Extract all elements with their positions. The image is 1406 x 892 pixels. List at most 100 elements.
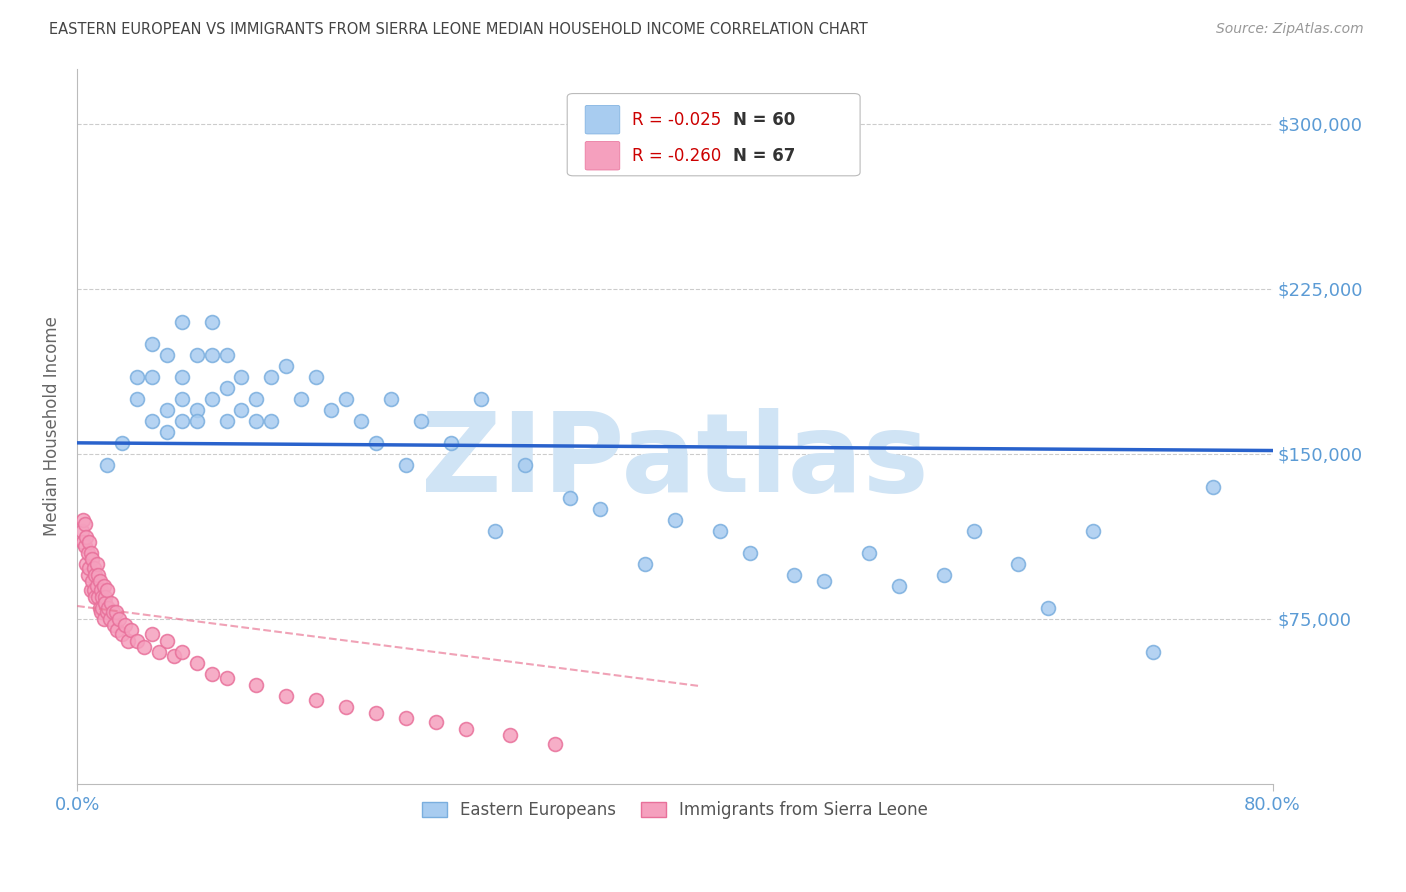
Point	[156, 402, 179, 417]
Point	[72, 513, 94, 527]
Point	[141, 336, 163, 351]
Point	[200, 348, 222, 362]
Point	[305, 693, 328, 707]
Point	[141, 369, 163, 384]
Point	[73, 539, 96, 553]
Point	[93, 612, 115, 626]
Point	[1007, 557, 1029, 571]
Point	[79, 583, 101, 598]
Text: ZIPatlas: ZIPatlas	[420, 409, 929, 516]
Point	[963, 524, 986, 538]
Point	[75, 530, 97, 544]
Point	[813, 574, 835, 589]
Point	[544, 737, 567, 751]
Point	[335, 699, 357, 714]
Point	[215, 348, 238, 362]
Point	[77, 534, 100, 549]
Point	[93, 579, 115, 593]
Point	[231, 369, 253, 384]
Point	[215, 381, 238, 395]
Point	[245, 392, 267, 406]
Point	[395, 458, 418, 472]
Point	[96, 605, 118, 619]
Point	[305, 369, 328, 384]
Point	[738, 546, 761, 560]
Point	[245, 414, 267, 428]
Point	[260, 369, 283, 384]
Point	[290, 392, 312, 406]
Point	[89, 600, 111, 615]
Point	[664, 513, 686, 527]
Point	[245, 678, 267, 692]
Point	[364, 706, 387, 721]
Point	[200, 392, 222, 406]
Point	[98, 612, 121, 626]
Point	[858, 546, 880, 560]
Point	[117, 633, 139, 648]
Point	[141, 414, 163, 428]
Point	[134, 640, 156, 655]
Point	[200, 315, 222, 329]
Point	[709, 524, 731, 538]
Text: EASTERN EUROPEAN VS IMMIGRANTS FROM SIERRA LEONE MEDIAN HOUSEHOLD INCOME CORRELA: EASTERN EUROPEAN VS IMMIGRANTS FROM SIER…	[49, 22, 868, 37]
Point	[80, 574, 103, 589]
Point	[887, 579, 910, 593]
Point	[200, 666, 222, 681]
Point	[100, 596, 122, 610]
Point	[91, 600, 114, 615]
Point	[111, 435, 134, 450]
Point	[120, 623, 142, 637]
Point	[560, 491, 582, 505]
Point	[634, 557, 657, 571]
Point	[107, 623, 129, 637]
Point	[70, 524, 93, 538]
Point	[515, 458, 537, 472]
Point	[783, 567, 806, 582]
Point	[96, 458, 118, 472]
Point	[72, 534, 94, 549]
Point	[186, 348, 208, 362]
Y-axis label: Median Household Income: Median Household Income	[44, 316, 60, 536]
Point	[89, 574, 111, 589]
Text: Source: ZipAtlas.com: Source: ZipAtlas.com	[1216, 22, 1364, 37]
Point	[440, 435, 463, 450]
Point	[186, 656, 208, 670]
Point	[114, 618, 136, 632]
Point	[86, 557, 108, 571]
Point	[425, 715, 447, 730]
Point	[91, 590, 114, 604]
Point	[141, 627, 163, 641]
Point	[484, 524, 506, 538]
Legend: Eastern Europeans, Immigrants from Sierra Leone: Eastern Europeans, Immigrants from Sierr…	[415, 794, 935, 825]
Point	[321, 402, 343, 417]
Point	[215, 414, 238, 428]
Point	[96, 583, 118, 598]
Text: N = 60: N = 60	[734, 111, 796, 128]
Point	[87, 590, 110, 604]
Point	[409, 414, 432, 428]
Point	[260, 414, 283, 428]
Point	[395, 711, 418, 725]
Point	[364, 435, 387, 450]
Point	[156, 425, 179, 439]
Point	[215, 671, 238, 685]
Point	[470, 392, 492, 406]
Point	[94, 590, 117, 604]
Point	[111, 627, 134, 641]
Text: R = -0.025: R = -0.025	[631, 111, 721, 128]
Point	[1202, 480, 1225, 494]
Point	[84, 567, 107, 582]
Point	[186, 402, 208, 417]
FancyBboxPatch shape	[585, 105, 620, 134]
Point	[75, 557, 97, 571]
Point	[125, 369, 148, 384]
Point	[77, 561, 100, 575]
Point	[156, 633, 179, 648]
Point	[932, 567, 955, 582]
Point	[163, 649, 186, 664]
Point	[454, 722, 477, 736]
Point	[73, 517, 96, 532]
Point	[380, 392, 402, 406]
Point	[148, 645, 170, 659]
Point	[170, 392, 193, 406]
